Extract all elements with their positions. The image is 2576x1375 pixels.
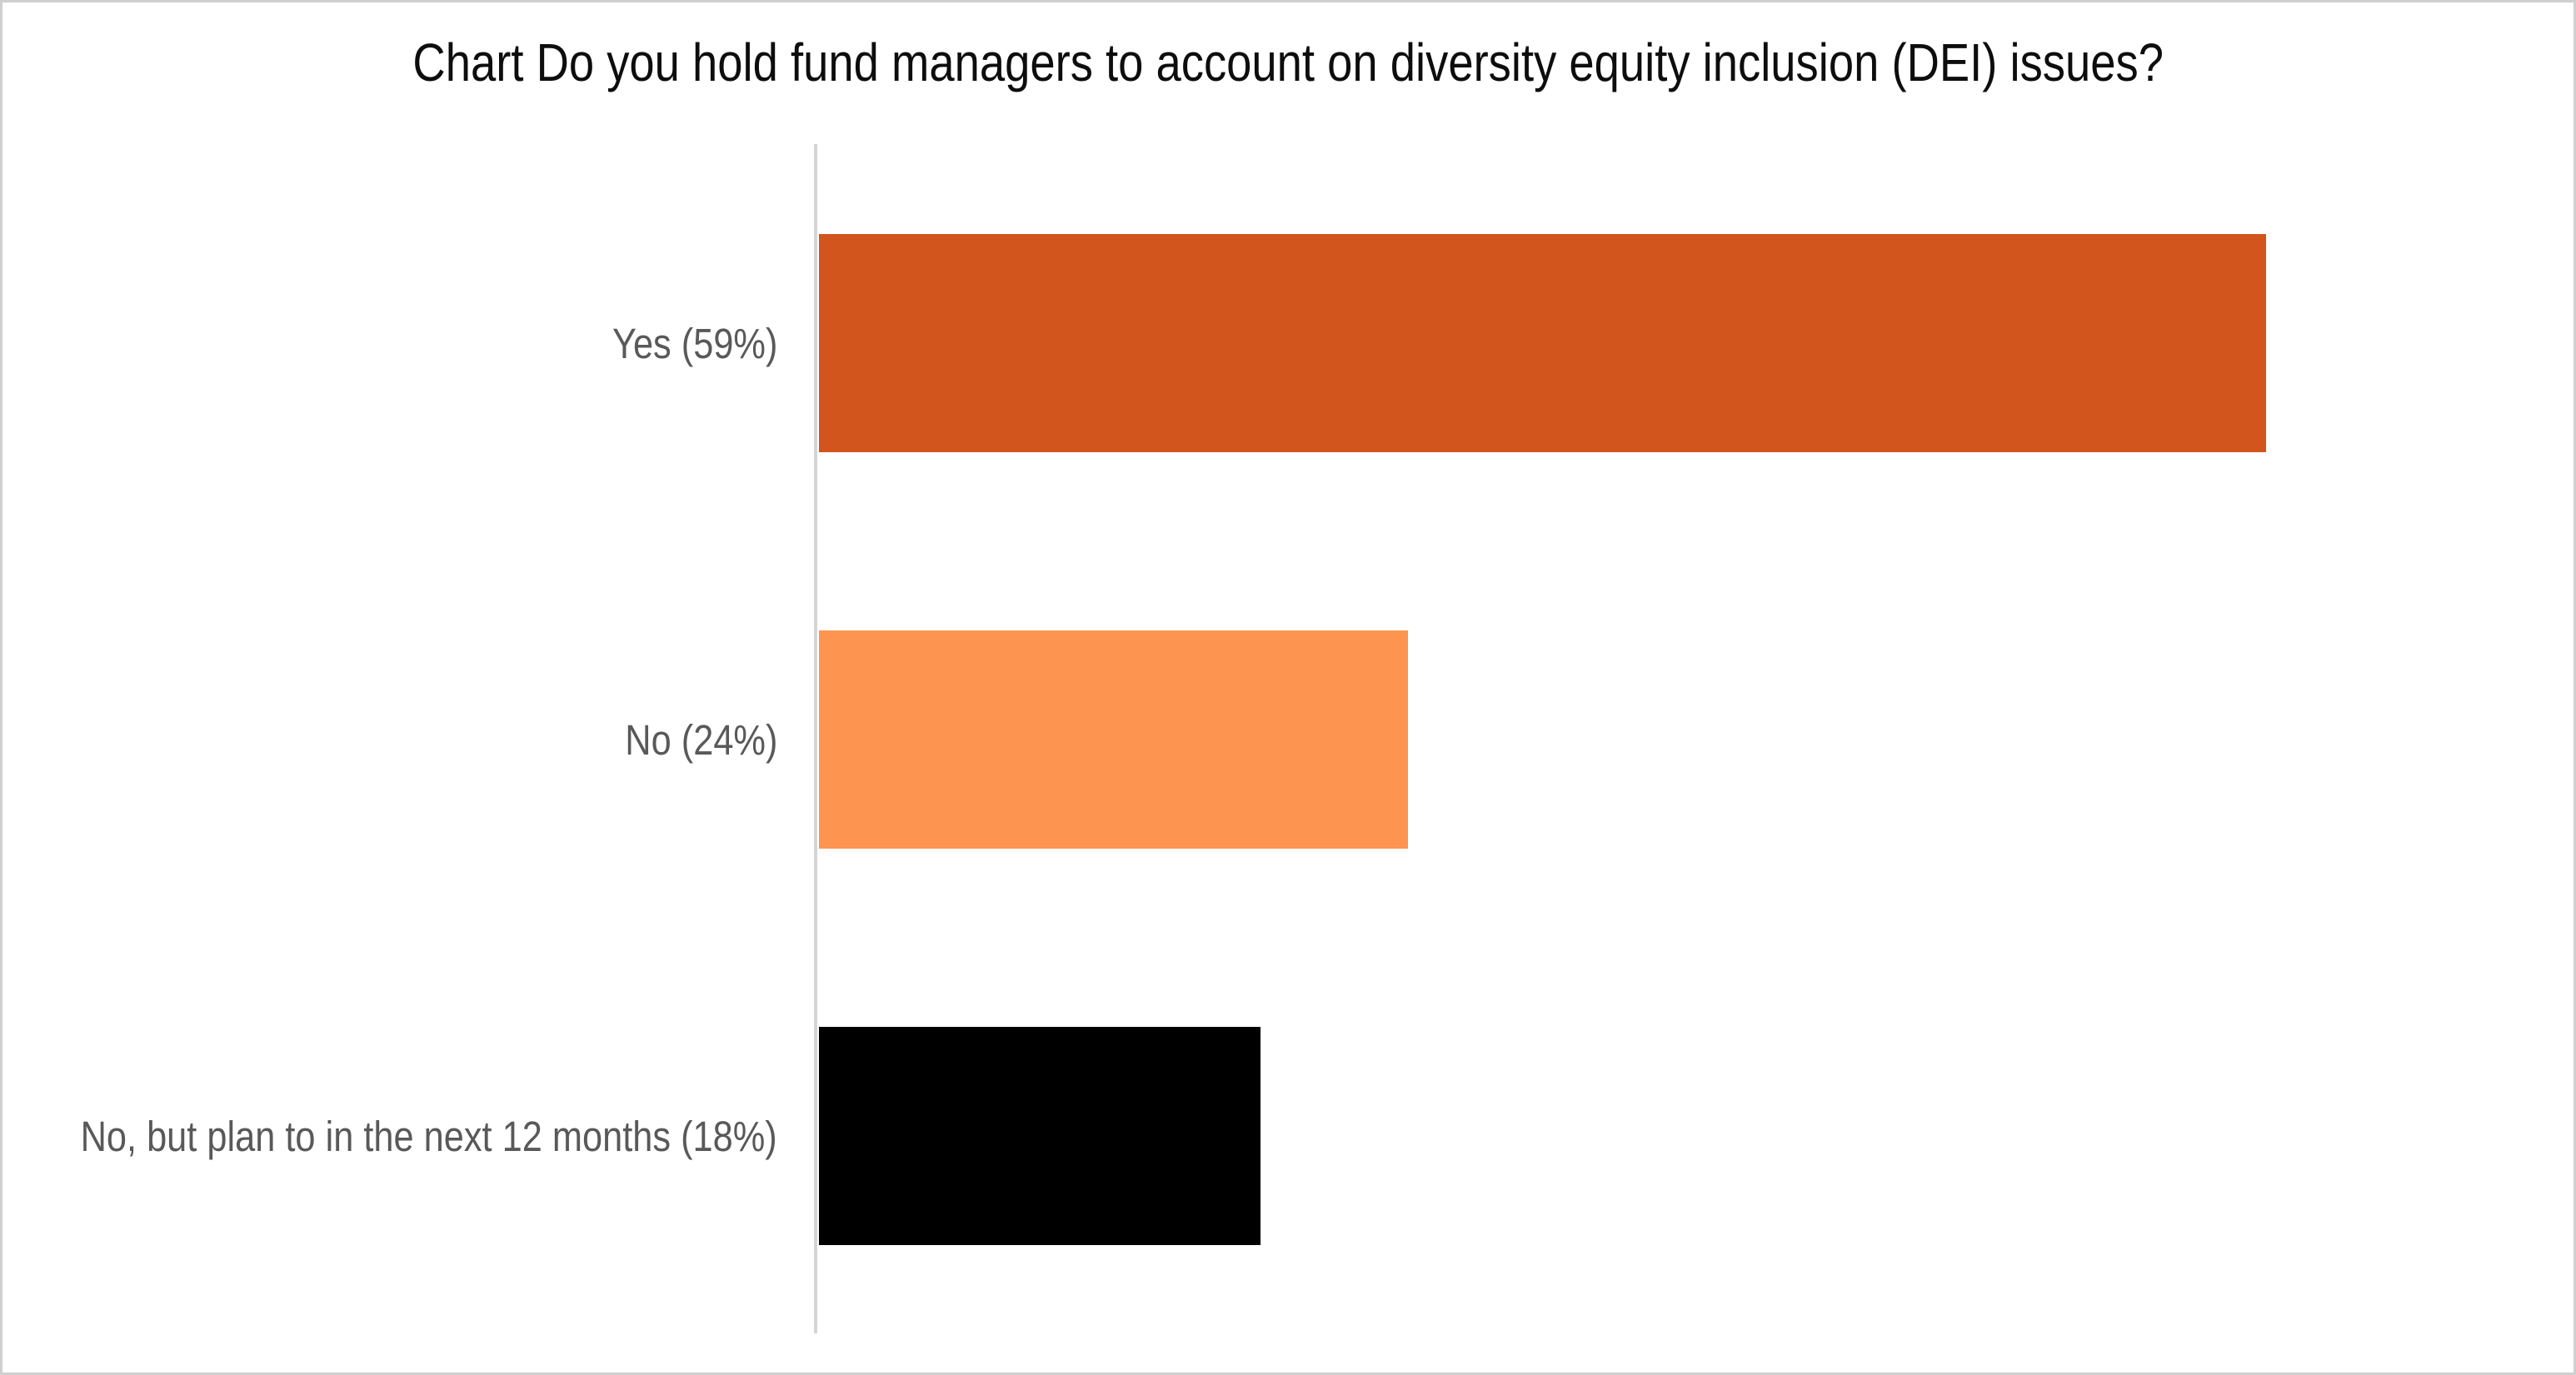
category-label: No (24%) xyxy=(2,630,777,849)
category-label: No, but plan to in the next 12 months (1… xyxy=(2,1027,777,1245)
category-label-text: No, but plan to in the next 12 months (1… xyxy=(80,1112,777,1160)
category-label-text: No (24%) xyxy=(624,715,777,764)
chart-title: Chart Do you hold fund managers to accou… xyxy=(2,32,2574,94)
bar xyxy=(819,630,1408,849)
y-axis-line xyxy=(814,144,817,1333)
category-label-text: Yes (59%) xyxy=(612,319,777,367)
category-label: Yes (59%) xyxy=(2,234,777,452)
bar xyxy=(819,1027,1261,1245)
chart-title-text: Chart Do you hold fund managers to accou… xyxy=(412,32,2164,92)
bar xyxy=(819,234,2266,452)
